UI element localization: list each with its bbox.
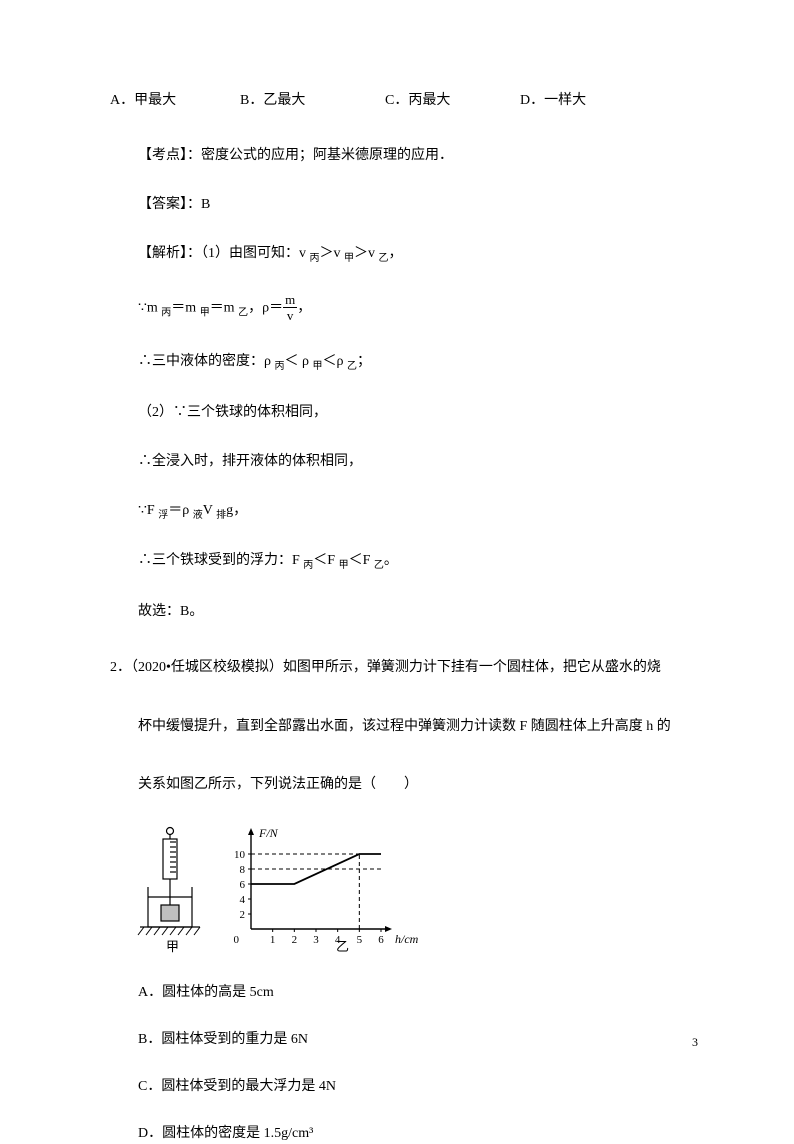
text: ∵m xyxy=(138,301,161,316)
text: ∴三中液体的密度：ρ xyxy=(138,354,275,369)
svg-text:10: 10 xyxy=(234,849,246,861)
option-a: A．甲最大 xyxy=(110,90,240,111)
fbuoy-line: ∵F 浮＝ρ 液V 排g， xyxy=(138,500,684,523)
option-c: C．丙最大 xyxy=(385,90,520,111)
svg-text:8: 8 xyxy=(240,864,246,876)
choice-a: A．圆柱体的高是 5cm xyxy=(138,982,684,1003)
sub: 丙 xyxy=(161,307,171,318)
figure-jia xyxy=(138,828,200,936)
fig-yi-label: 乙 xyxy=(336,939,349,954)
text: V xyxy=(203,503,216,518)
sub: 甲 xyxy=(313,361,323,372)
choice-c: C．圆柱体受到的最大浮力是 4N xyxy=(138,1076,684,1097)
topic-line: 【考点】：密度公式的应用；阿基米德原理的应用． xyxy=(138,145,684,166)
svg-text:5: 5 xyxy=(357,934,363,946)
frac-den: v xyxy=(283,308,297,322)
sub: 乙 xyxy=(238,307,248,318)
mass-line: ∵m 丙＝m 甲＝m 乙，ρ＝mv， xyxy=(138,294,684,323)
choice-b: B．圆柱体受到的重力是 6N xyxy=(138,1029,684,1050)
volume-line: （2）∵三个铁球的体积相同， xyxy=(138,402,684,423)
conclusion-line: ∴三个铁球受到的浮力：F 丙＜F 甲＜F 乙。 xyxy=(138,550,684,573)
fraction: mv xyxy=(283,293,297,322)
sub: 丙 xyxy=(303,560,313,571)
immerse-line: ∴全浸入时，排开液体的体积相同， xyxy=(138,451,684,472)
text: ＝m xyxy=(210,301,238,316)
pick-line: 故选：B。 xyxy=(138,601,684,622)
sub: 浮 xyxy=(158,509,168,520)
text: 【解析】：（1）由图可知：v xyxy=(138,246,310,261)
explain-line-1: 【解析】：（1）由图可知：v 丙＞v 甲＞v 乙， xyxy=(138,243,684,266)
rel: ＞ xyxy=(354,246,368,261)
text: ＝m xyxy=(171,301,199,316)
text: ∵F xyxy=(138,503,158,518)
q1-options: A．甲最大 B．乙最大 C．丙最大 D．一样大 xyxy=(110,90,684,111)
svg-text:4: 4 xyxy=(240,894,246,906)
rel: ＜ xyxy=(313,553,327,568)
text: ∴三个铁球受到的浮力：F xyxy=(138,553,303,568)
sub: 乙 xyxy=(374,560,384,571)
figures: 甲 2468101234560F/Nh/cm 乙 xyxy=(136,825,684,962)
sub: 排 xyxy=(216,509,226,520)
sub: 乙 xyxy=(379,253,389,264)
svg-text:F/N: F/N xyxy=(258,826,279,840)
page-number: 3 xyxy=(692,1033,698,1051)
sub: 甲 xyxy=(339,560,349,571)
answer-line: 【答案】：B xyxy=(138,194,684,215)
rel: ＞ xyxy=(320,246,334,261)
text: ； xyxy=(357,354,371,369)
option-b: B．乙最大 xyxy=(240,90,385,111)
frac-num: m xyxy=(283,293,297,308)
text: ， xyxy=(297,301,311,316)
text: ＝ρ xyxy=(168,503,193,518)
text: ，ρ＝ xyxy=(248,301,283,316)
svg-text:2: 2 xyxy=(292,934,298,946)
svg-text:2: 2 xyxy=(240,909,246,921)
q2-line1: 2．（2020•任城区校级模拟）如图甲所示，弹簧测力计下挂有一个圆柱体，把它从盛… xyxy=(138,650,684,686)
q2-line3: 关系如图乙所示，下列说法正确的是（ ） xyxy=(138,767,684,803)
svg-text:h/cm: h/cm xyxy=(395,932,419,946)
rel: ＜ xyxy=(323,354,337,369)
svg-text:0: 0 xyxy=(234,934,240,946)
svg-text:6: 6 xyxy=(240,879,246,891)
text: 。 xyxy=(384,553,398,568)
q2-line2: 杯中缓慢提升，直到全部露出水面，该过程中弹簧测力计读数 F 随圆柱体上升高度 h… xyxy=(138,709,684,745)
fig-jia-label: 甲 xyxy=(166,939,179,954)
density-line: ∴三中液体的密度：ρ 丙＜ ρ 甲＜ρ 乙； xyxy=(138,351,684,374)
option-d: D．一样大 xyxy=(520,90,586,111)
figure-svg: 甲 2468101234560F/Nh/cm 乙 xyxy=(136,825,426,955)
svg-text:1: 1 xyxy=(270,934,276,946)
sub: 丙 xyxy=(310,253,320,264)
svg-text:3: 3 xyxy=(313,934,319,946)
text: ， xyxy=(389,246,403,261)
choice-d: D．圆柱体的密度是 1.5g/cm³ xyxy=(138,1123,684,1144)
sub: 甲 xyxy=(344,253,354,264)
sub: 丙 xyxy=(275,361,285,372)
rel: ＜ xyxy=(349,553,363,568)
sub: 甲 xyxy=(200,307,210,318)
svg-text:6: 6 xyxy=(378,934,384,946)
rel: ＜ xyxy=(285,354,299,369)
question-2: 2．（2020•任城区校级模拟）如图甲所示，弹簧测力计下挂有一个圆柱体，把它从盛… xyxy=(110,650,684,803)
sub: 液 xyxy=(193,509,203,520)
text: g， xyxy=(226,503,247,518)
figure-yi: 2468101234560F/Nh/cm xyxy=(234,826,419,946)
sub: 乙 xyxy=(347,361,357,372)
